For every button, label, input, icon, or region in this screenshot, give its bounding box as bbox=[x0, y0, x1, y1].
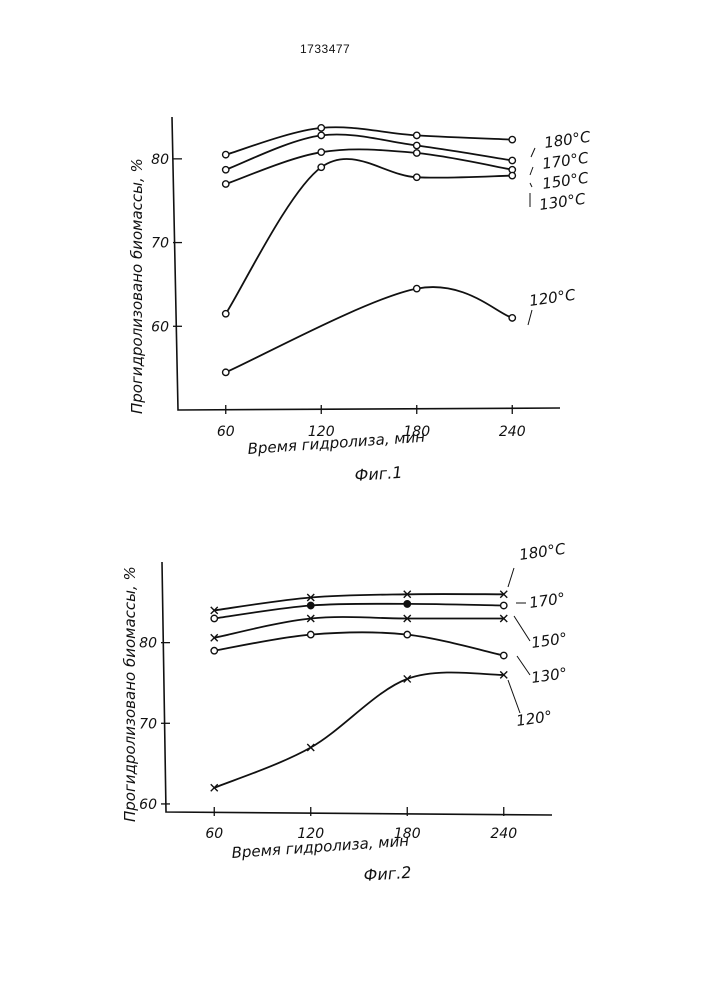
y-tick-label: 70 bbox=[151, 236, 169, 252]
data-point-marker bbox=[318, 164, 324, 170]
series-line bbox=[214, 604, 504, 619]
data-point-marker bbox=[404, 631, 410, 637]
data-point-marker bbox=[223, 151, 229, 157]
data-point-marker bbox=[414, 150, 420, 156]
fig2-caption: Фиг.2 bbox=[363, 863, 412, 885]
data-point-marker bbox=[223, 369, 229, 375]
fig2-series-label-180: 180°C bbox=[518, 540, 567, 564]
y-tick-label: 80 bbox=[139, 636, 157, 652]
data-point-marker bbox=[414, 285, 420, 291]
data-point-marker bbox=[318, 149, 324, 155]
data-point-marker bbox=[308, 631, 314, 637]
data-point-marker bbox=[211, 648, 217, 654]
figure-1: 60120180240607080 180°C 170°C 150°C 130°… bbox=[128, 117, 592, 485]
data-point-marker bbox=[509, 172, 515, 178]
series-line bbox=[214, 617, 504, 638]
fig1-x-axis-label: Время гидролиза, мин bbox=[247, 428, 426, 458]
series-line bbox=[226, 149, 513, 184]
x-tick-label: 60 bbox=[217, 424, 235, 440]
data-point-marker bbox=[414, 142, 420, 148]
fig2-axes bbox=[162, 562, 552, 815]
data-point-marker bbox=[509, 315, 515, 321]
series-line bbox=[226, 287, 513, 372]
series-line bbox=[214, 672, 504, 787]
fig2-series-label-120: 120° bbox=[515, 707, 553, 730]
fig2-tick-labels: 60120180240607080 bbox=[139, 636, 517, 842]
data-point-marker bbox=[223, 167, 229, 173]
data-point-marker bbox=[318, 125, 324, 131]
y-tick-label: 60 bbox=[139, 797, 157, 813]
data-point-marker bbox=[318, 132, 324, 138]
data-point-marker bbox=[509, 136, 515, 142]
data-point-marker bbox=[414, 174, 420, 180]
fig1-axes bbox=[172, 117, 560, 410]
data-point-marker bbox=[404, 601, 411, 608]
figure-2: 60120180240607080 180°C 170° 150° 130° 1… bbox=[121, 540, 568, 885]
x-tick-label: 240 bbox=[490, 826, 517, 842]
data-point-marker bbox=[501, 652, 507, 658]
data-point-marker bbox=[501, 602, 507, 608]
fig2-series-label-130: 130° bbox=[530, 664, 568, 687]
data-point-marker bbox=[223, 311, 229, 317]
fig2-y-axis-label: Прогидролизовано биомассы, % bbox=[121, 566, 139, 822]
x-tick-label: 240 bbox=[499, 424, 526, 440]
x-tick-label: 60 bbox=[205, 826, 223, 842]
series-line bbox=[214, 594, 504, 610]
y-tick-label: 70 bbox=[139, 716, 157, 732]
y-tick-label: 80 bbox=[151, 152, 169, 168]
fig1-series-label-120: 120°C bbox=[528, 286, 577, 310]
fig1-series-label-130: 130°C bbox=[538, 190, 587, 214]
data-point-marker bbox=[211, 615, 217, 621]
y-tick-label: 60 bbox=[151, 319, 169, 335]
fig2-series-label-170: 170° bbox=[528, 589, 566, 612]
fig1-caption: Фиг.1 bbox=[354, 463, 403, 485]
fig1-tick-labels: 60120180240607080 bbox=[151, 152, 526, 440]
fig1-y-axis-label: Прогидролизовано биомассы, % bbox=[128, 158, 146, 414]
series-line bbox=[214, 632, 504, 655]
series-line bbox=[226, 159, 513, 314]
fig2-series-label-150: 150° bbox=[530, 629, 568, 652]
data-point-marker bbox=[509, 157, 515, 163]
fig1-series-lines bbox=[226, 127, 513, 372]
data-point-marker bbox=[211, 784, 218, 791]
data-point-marker bbox=[414, 132, 420, 138]
fig2-series-lines bbox=[214, 594, 504, 788]
data-point-marker bbox=[307, 744, 314, 751]
data-point-marker bbox=[223, 181, 229, 187]
data-point-marker bbox=[307, 602, 314, 609]
fig2-markers bbox=[211, 591, 508, 792]
